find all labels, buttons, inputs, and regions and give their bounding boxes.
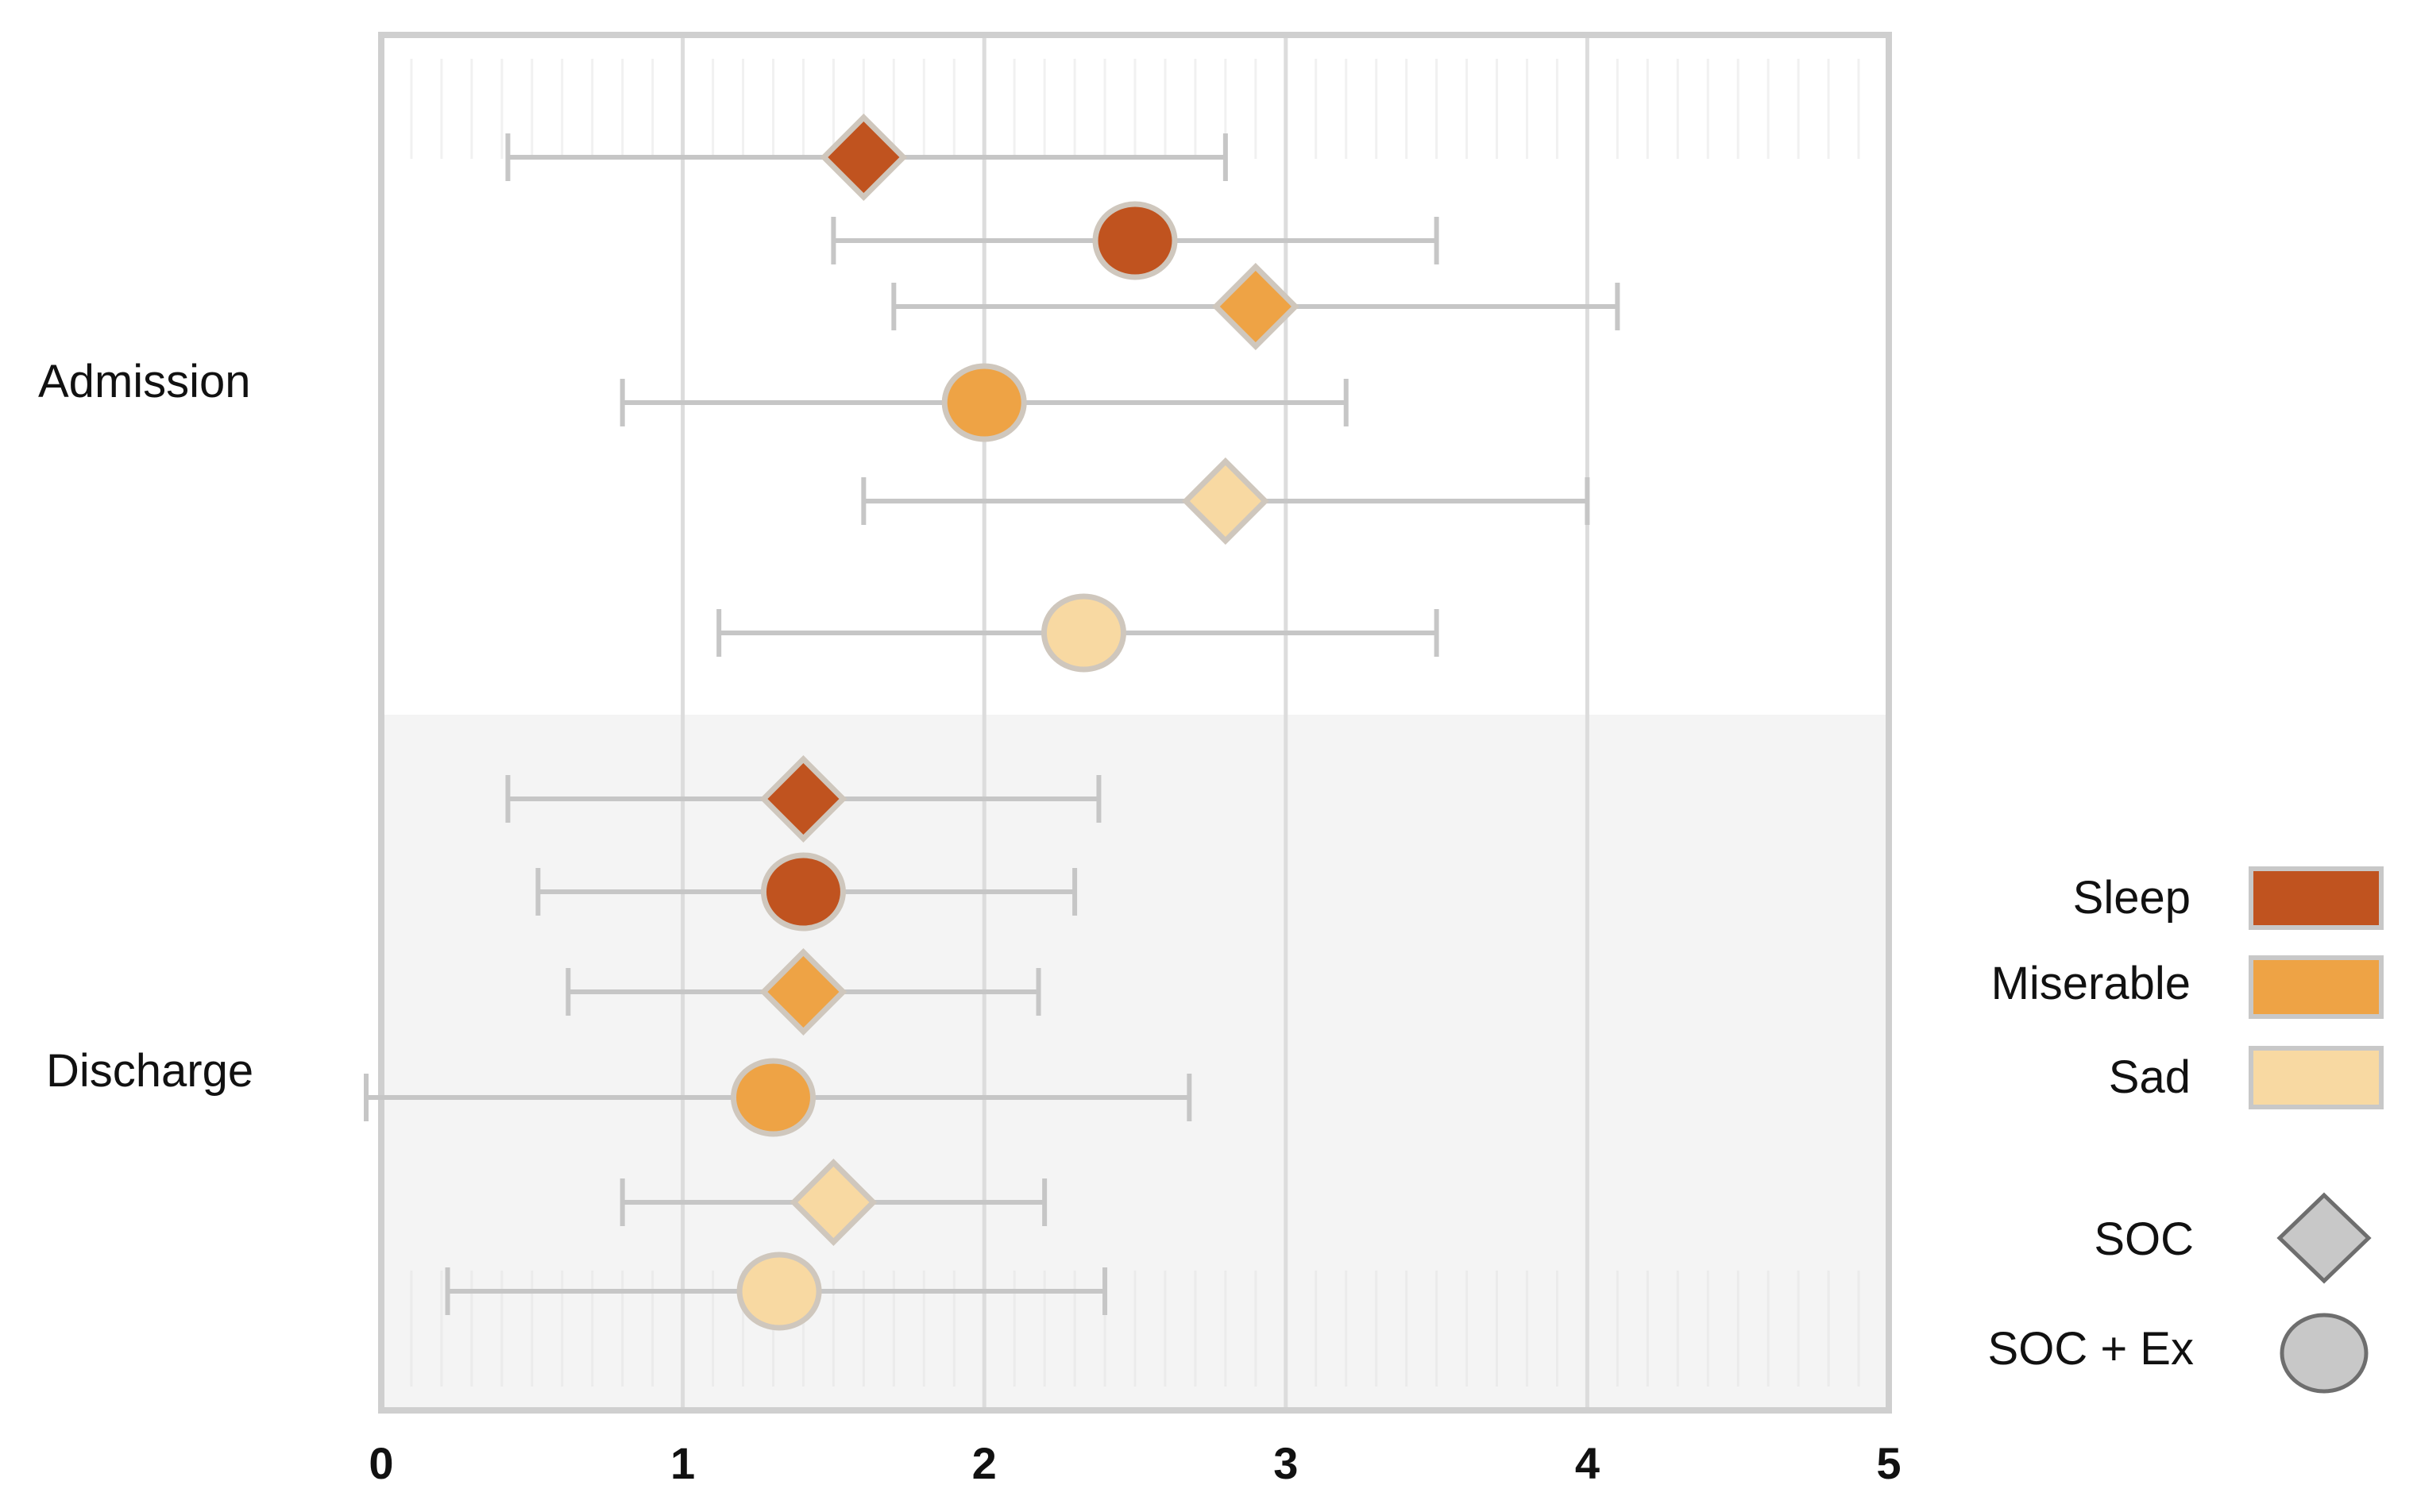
x-tick-label-2: 2 (972, 1438, 997, 1488)
x-tick-label-0: 0 (369, 1438, 393, 1488)
legend-label-miserable: Miserable (1991, 958, 2191, 1009)
marker-circle-admission-sleep-soc-ex (1092, 201, 1178, 280)
group-label-admission: Admission (38, 356, 251, 407)
major-grid (681, 35, 1589, 1410)
group-label-discharge: Discharge (46, 1045, 253, 1097)
x-tick-label-1: 1 (670, 1438, 695, 1488)
plot-frame (378, 32, 1892, 1414)
x-tick-label-3: 3 (1273, 1438, 1298, 1488)
marker-circle-discharge-sad-soc-ex (736, 1252, 822, 1331)
legend-diamond-icon (2276, 1192, 2372, 1284)
marker-circle-discharge-miserable-soc-ex (730, 1058, 816, 1137)
x-tick-label-4: 4 (1575, 1438, 1600, 1488)
legend-label-soc: SOC (2094, 1213, 2194, 1265)
marker-diamond-discharge-sad-soc (790, 1159, 878, 1246)
legend-swatch-sad (2249, 1046, 2384, 1109)
markers (730, 114, 1299, 1331)
marker-diamond-admission-miserable-soc (1211, 263, 1299, 350)
marker-diamond-discharge-sleep-soc (759, 755, 847, 843)
marker-diamond-discharge-miserable-soc (759, 948, 847, 1036)
legend-label-sleep: Sleep (2073, 872, 2191, 924)
marker-diamond-admission-sleep-soc (820, 114, 908, 201)
marker-circle-admission-sad-soc-ex (1041, 593, 1126, 673)
legend-label-soc-ex: SOC + Ex (1988, 1323, 2194, 1375)
legend: Sleep Miserable Sad SOC SOC + Ex (1988, 866, 2384, 1394)
marker-circle-admission-miserable-soc-ex (941, 363, 1027, 442)
legend-circle-icon (2280, 1313, 2369, 1394)
legend-label-sad: Sad (2109, 1051, 2191, 1103)
x-axis-tick-labels: 0 1 2 3 4 5 (369, 1438, 1901, 1488)
marker-circle-discharge-sleep-soc-ex (760, 852, 846, 932)
legend-swatch-miserable (2249, 955, 2384, 1019)
x-tick-label-5: 5 (1876, 1438, 1901, 1488)
marker-diamond-admission-sad-soc (1181, 457, 1269, 545)
legend-swatch-sleep (2249, 866, 2384, 930)
